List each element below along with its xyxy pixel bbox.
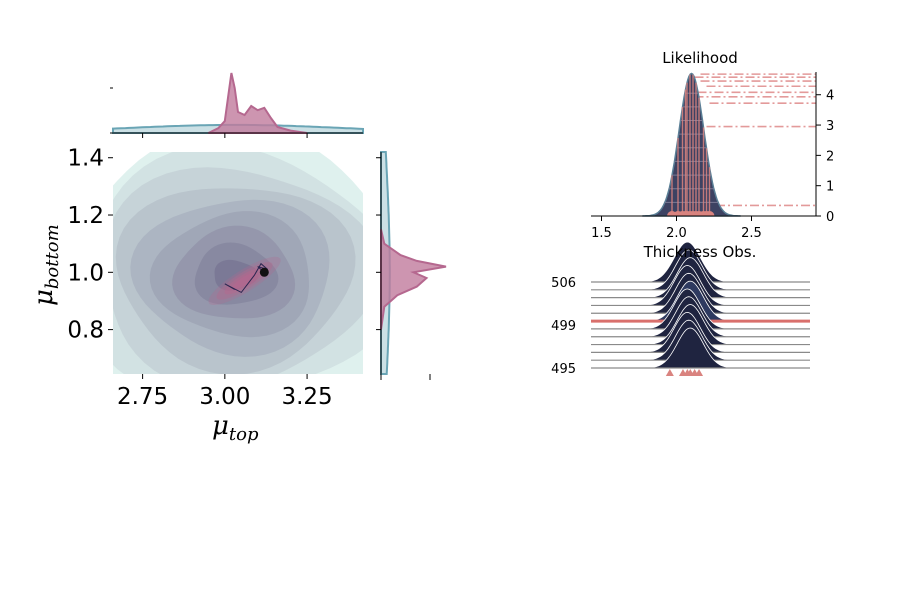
x-tick-label: 2.75 <box>117 384 168 410</box>
ridge-row-label: 499 <box>551 319 576 334</box>
likelihood-y-tick-label: 2 <box>826 149 834 164</box>
likelihood-x-tick-label: 2.5 <box>741 226 762 241</box>
likelihood-x-tick-label: 1.5 <box>591 226 612 241</box>
likelihood-x-tick-label: 2.0 <box>666 226 687 241</box>
posterior-marginal-right <box>380 229 447 330</box>
likelihood-y-tick-label: 4 <box>826 89 834 104</box>
x-axis-label: μtop <box>212 411 259 445</box>
ridge-density <box>590 265 811 306</box>
y-axis-label: μbottom <box>29 224 63 306</box>
ridge-observation-marker <box>665 369 674 376</box>
ridge-row-label: 495 <box>551 362 576 377</box>
observation-marker <box>704 211 715 216</box>
y-tick-label: 1.0 <box>67 260 104 286</box>
ridge-density <box>591 241 810 283</box>
posterior-marginal-top <box>207 72 308 134</box>
likelihood-plot: Likelihood 1.5 2.0 2.5 0 1 2 3 4 <box>591 49 834 241</box>
ridge-density <box>590 311 811 353</box>
likelihood-curve <box>642 72 741 217</box>
posterior-contour-level <box>232 272 257 290</box>
ridge-density <box>591 327 810 369</box>
ridge-observation-marker <box>695 369 704 376</box>
top-marginal-plot <box>110 72 364 138</box>
ridge-density <box>590 304 811 345</box>
right-marginal-plot <box>376 151 447 380</box>
thickness-obs-title: Thickness Obs. <box>643 243 757 261</box>
y-tick-label: 0.8 <box>67 318 104 344</box>
likelihood-y-tick-label: 3 <box>826 119 834 134</box>
ridge-density <box>590 257 811 299</box>
ridge-row-label: 506 <box>551 276 576 291</box>
y-tick-label: 1.2 <box>67 203 104 229</box>
ridge-density <box>590 288 811 330</box>
likelihood-y-tick-label: 1 <box>826 180 834 195</box>
map-point-marker <box>259 267 269 277</box>
x-tick-label: 3.00 <box>199 384 250 410</box>
likelihood-y-tick-label: 0 <box>826 210 834 225</box>
thickness-obs-plot: Thickness Obs. 506 499 495 <box>551 241 811 377</box>
likelihood-title: Likelihood <box>662 49 738 67</box>
x-tick-label: 3.25 <box>281 384 332 410</box>
joint-contour-plot: 2.75 3.00 3.25 0.8 1.0 1.2 1.4 μtop μbottom <box>29 146 363 445</box>
y-tick-label: 1.4 <box>67 146 104 172</box>
sampler-trace-line <box>224 262 268 294</box>
